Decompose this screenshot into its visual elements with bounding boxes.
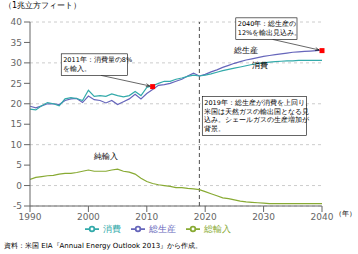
svg-text:総生産: 総生産 <box>233 46 258 55</box>
svg-text:15: 15 <box>11 119 22 129</box>
svg-text:2011年：消費量の8%を輸入。: 2011年：消費量の8%を輸入。 <box>63 56 132 73</box>
svg-text:1990: 1990 <box>19 212 42 222</box>
svg-text:2030: 2030 <box>252 212 275 222</box>
svg-text:-5: -5 <box>13 201 22 211</box>
svg-text:2040年：総生産の12%を輸出見込み。: 2040年：総生産の12%を輸出見込み。 <box>238 20 301 37</box>
svg-text:25: 25 <box>11 79 22 89</box>
html-text:消費: 消費 <box>103 223 121 234</box>
svg-text:40: 40 <box>11 17 23 27</box>
svg-text:2040: 2040 <box>311 212 334 222</box>
svg-text:5: 5 <box>16 160 22 170</box>
svg-text:2000: 2000 <box>77 212 100 222</box>
html-text:（1兆立方フィート）: （1兆立方フィート） <box>4 1 82 10</box>
svg-text:20: 20 <box>11 99 23 109</box>
svg-text:0: 0 <box>16 181 22 191</box>
svg-text:35: 35 <box>11 38 22 48</box>
svg-text:2020: 2020 <box>194 212 217 222</box>
svg-text:2019年：総生産が消費を上回り、米国は天然ガスの輸出国とな: 2019年：総生産が消費を上回り、米国は天然ガスの輸出国となる見込み。シェールガ… <box>204 99 312 133</box>
svg-text:2010: 2010 <box>135 212 158 222</box>
svg-text:10: 10 <box>11 140 23 150</box>
html-text:総輸入: 総輸入 <box>204 223 231 234</box>
html-text:資料：米国 EIA『Annual Energy Outloo: 資料：米国 EIA『Annual Energy Outlook 2013』から作… <box>4 242 203 250</box>
svg-text:（年）: （年） <box>335 210 350 218</box>
svg-text:純輸入: 純輸入 <box>94 152 118 161</box>
html-text:総生産: 総生産 <box>149 223 176 234</box>
svg-text:30: 30 <box>11 58 23 68</box>
svg-text:消費: 消費 <box>252 61 268 70</box>
